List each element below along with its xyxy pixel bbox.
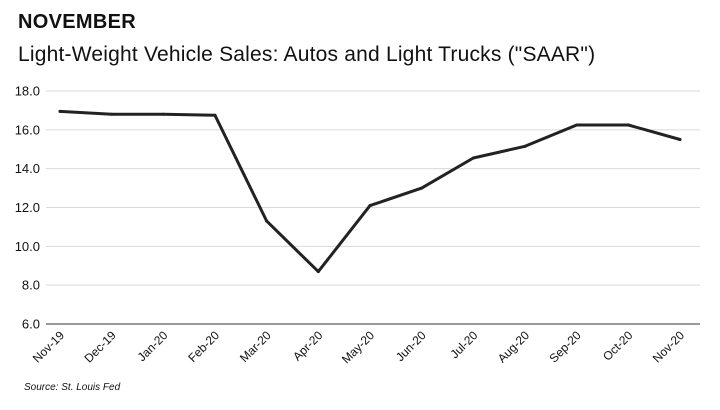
data-point-Jun-20 — [420, 186, 424, 190]
x-tick-label: Mar-20 — [237, 328, 274, 365]
x-axis-ticks: Nov-19 Dec-19 Jan-20 Feb-20 Mar-20 Apr-20 May-… — [30, 328, 687, 366]
x-tick-label: Dec-19 — [82, 328, 119, 365]
x-tick-label: Nov-20 — [650, 328, 687, 365]
x-tick-label: Feb-20 — [185, 328, 222, 365]
data-point-Jan-20 — [161, 112, 165, 116]
series-line — [58, 109, 682, 274]
data-point-Nov-19 — [58, 109, 62, 113]
x-tick-label: Sep-20 — [547, 328, 584, 365]
y-tick-label: 8.0 — [22, 278, 40, 293]
x-tick-label: Aug-20 — [495, 328, 532, 365]
y-tick-label: 16.0 — [15, 122, 40, 137]
x-tick-label: Apr-20 — [290, 328, 326, 364]
y-tick-label: 10.0 — [15, 239, 40, 254]
source-note: Source: St. Louis Fed — [24, 382, 121, 393]
data-point-Oct-20 — [626, 123, 630, 127]
data-point-Apr-20 — [316, 270, 320, 274]
chart-title: Light-Weight Vehicle Sales: Autos and Li… — [18, 43, 596, 66]
x-tick-label: Oct-20 — [600, 328, 636, 364]
y-tick-label: 12.0 — [15, 200, 40, 215]
page-kicker: NOVEMBER — [18, 11, 136, 33]
y-axis-ticks: 6.0 8.0 10.0 12.0 14.0 16.0 18.0 — [15, 84, 40, 332]
data-points — [58, 109, 682, 274]
x-tick-label: May-20 — [339, 328, 377, 366]
data-point-Nov-20 — [678, 138, 682, 142]
data-point-Feb-20 — [213, 113, 217, 117]
data-point-Dec-19 — [110, 112, 114, 116]
data-point-Jul-20 — [471, 156, 475, 160]
x-tick-label: Jul-20 — [447, 328, 480, 361]
y-tick-label: 18.0 — [15, 84, 40, 99]
data-point-Sep-20 — [575, 123, 579, 127]
x-tick-label: Jun-20 — [393, 328, 429, 364]
data-point-Aug-20 — [523, 144, 527, 148]
y-tick-label: 14.0 — [15, 161, 40, 176]
x-tick-label: Jan-20 — [135, 328, 171, 364]
data-point-Mar-20 — [265, 219, 269, 223]
x-tick-label: Nov-19 — [30, 328, 67, 365]
grid-lines — [46, 90, 700, 286]
data-point-May-20 — [368, 204, 372, 208]
y-tick-label: 6.0 — [22, 317, 40, 332]
